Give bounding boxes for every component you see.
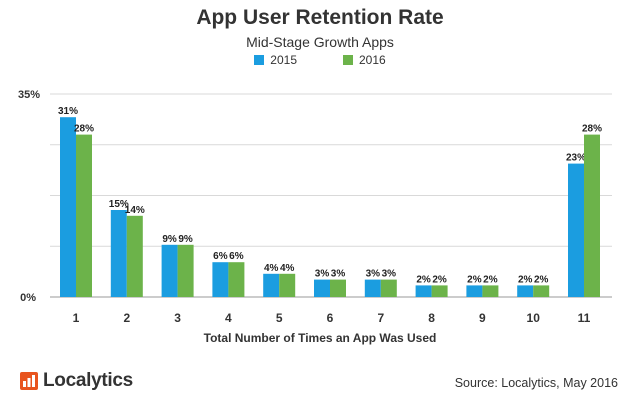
chart-title: App User Retention Rate: [196, 6, 444, 29]
data-label-2015: 2%: [518, 274, 533, 285]
source-note: Source: Localytics, May 2016: [454, 376, 618, 390]
x-axis-label: Total Number of Times an App Was Used: [203, 331, 437, 345]
chart-subtitle: Mid-Stage Growth Apps: [246, 34, 394, 50]
x-tick-label: 7: [377, 311, 384, 325]
data-label-2016: 28%: [74, 124, 94, 135]
bar-2015: [212, 262, 229, 297]
bar-2015: [568, 163, 584, 297]
legend-item-2016: 2016: [343, 53, 386, 67]
data-label-2015: 2%: [467, 274, 482, 285]
y-tick-label: 0%: [20, 292, 36, 304]
data-label-2015: 23%: [566, 153, 586, 164]
data-label-2016: 6%: [229, 251, 244, 262]
x-tick-label: 11: [578, 311, 591, 325]
data-label-2016: 28%: [582, 124, 602, 135]
bar-2016: [431, 285, 448, 297]
bar-chart: 35%0%31%28%115%14%29% 9%36% 6%44% 4%53% 3%63…: [18, 89, 612, 325]
bar-2016: [228, 262, 245, 297]
legend: 2015 2016: [0, 53, 640, 67]
bar-2016: [126, 215, 143, 297]
data-label-2015: 6%: [213, 251, 228, 262]
legend-label-2015: 2015: [270, 53, 297, 67]
localytics-logo-icon: [20, 372, 38, 390]
data-label-2016: 3%: [331, 269, 346, 280]
data-label-2015: 3%: [366, 269, 381, 280]
legend-item-2015: 2015: [254, 53, 297, 67]
data-label-2015: 31%: [58, 106, 78, 117]
data-label-2016: 4%: [280, 263, 295, 274]
x-tick-label: 3: [174, 311, 181, 325]
data-label-2015: 3%: [315, 269, 330, 280]
legend-label-2016: 2016: [359, 53, 386, 67]
bar-2015: [60, 117, 76, 297]
data-label-2015: 2%: [416, 274, 431, 285]
bar-2016: [330, 279, 346, 297]
data-label-2016: 2%: [483, 274, 498, 285]
bar-2015: [364, 279, 381, 297]
bar-2016: [279, 273, 296, 297]
data-label-2016: 2%: [534, 274, 549, 285]
legend-swatch-2015: [254, 55, 265, 65]
data-label-2016: 3%: [382, 269, 397, 280]
x-tick-label: 2: [123, 311, 130, 325]
bar-2016: [584, 134, 600, 297]
bar-2015: [415, 285, 432, 297]
bar-2015: [466, 285, 483, 297]
data-label-2015: 15%: [109, 199, 129, 210]
x-tick-label: 6: [327, 311, 334, 325]
bar-2016: [177, 244, 194, 297]
x-tick-label: 5: [276, 311, 283, 325]
brand-logo: Localytics: [20, 370, 133, 392]
x-tick-label: 8: [428, 311, 435, 325]
bar-2016: [380, 279, 397, 297]
data-label-2016: 14%: [125, 205, 145, 216]
x-tick-label: 4: [225, 311, 232, 325]
bar-2015: [314, 279, 330, 297]
legend-swatch-2016: [343, 55, 353, 65]
data-label-2015: 4%: [264, 263, 279, 274]
x-tick-label: 9: [479, 311, 486, 325]
bar-2015: [161, 244, 178, 297]
bar-2015: [517, 285, 534, 297]
bar-2016: [76, 134, 92, 297]
x-tick-label: 10: [527, 311, 541, 325]
bar-2015: [110, 210, 127, 297]
data-label-2016: 9%: [178, 234, 193, 245]
bar-2015: [263, 273, 280, 297]
data-label-2015: 9%: [162, 234, 177, 245]
bar-2016: [482, 285, 499, 297]
brand-name: Localytics: [43, 370, 133, 391]
bar-2016: [533, 285, 550, 297]
y-tick-label: 35%: [18, 89, 40, 101]
data-label-2016: 2%: [432, 274, 447, 285]
x-tick-label: 1: [73, 311, 80, 325]
